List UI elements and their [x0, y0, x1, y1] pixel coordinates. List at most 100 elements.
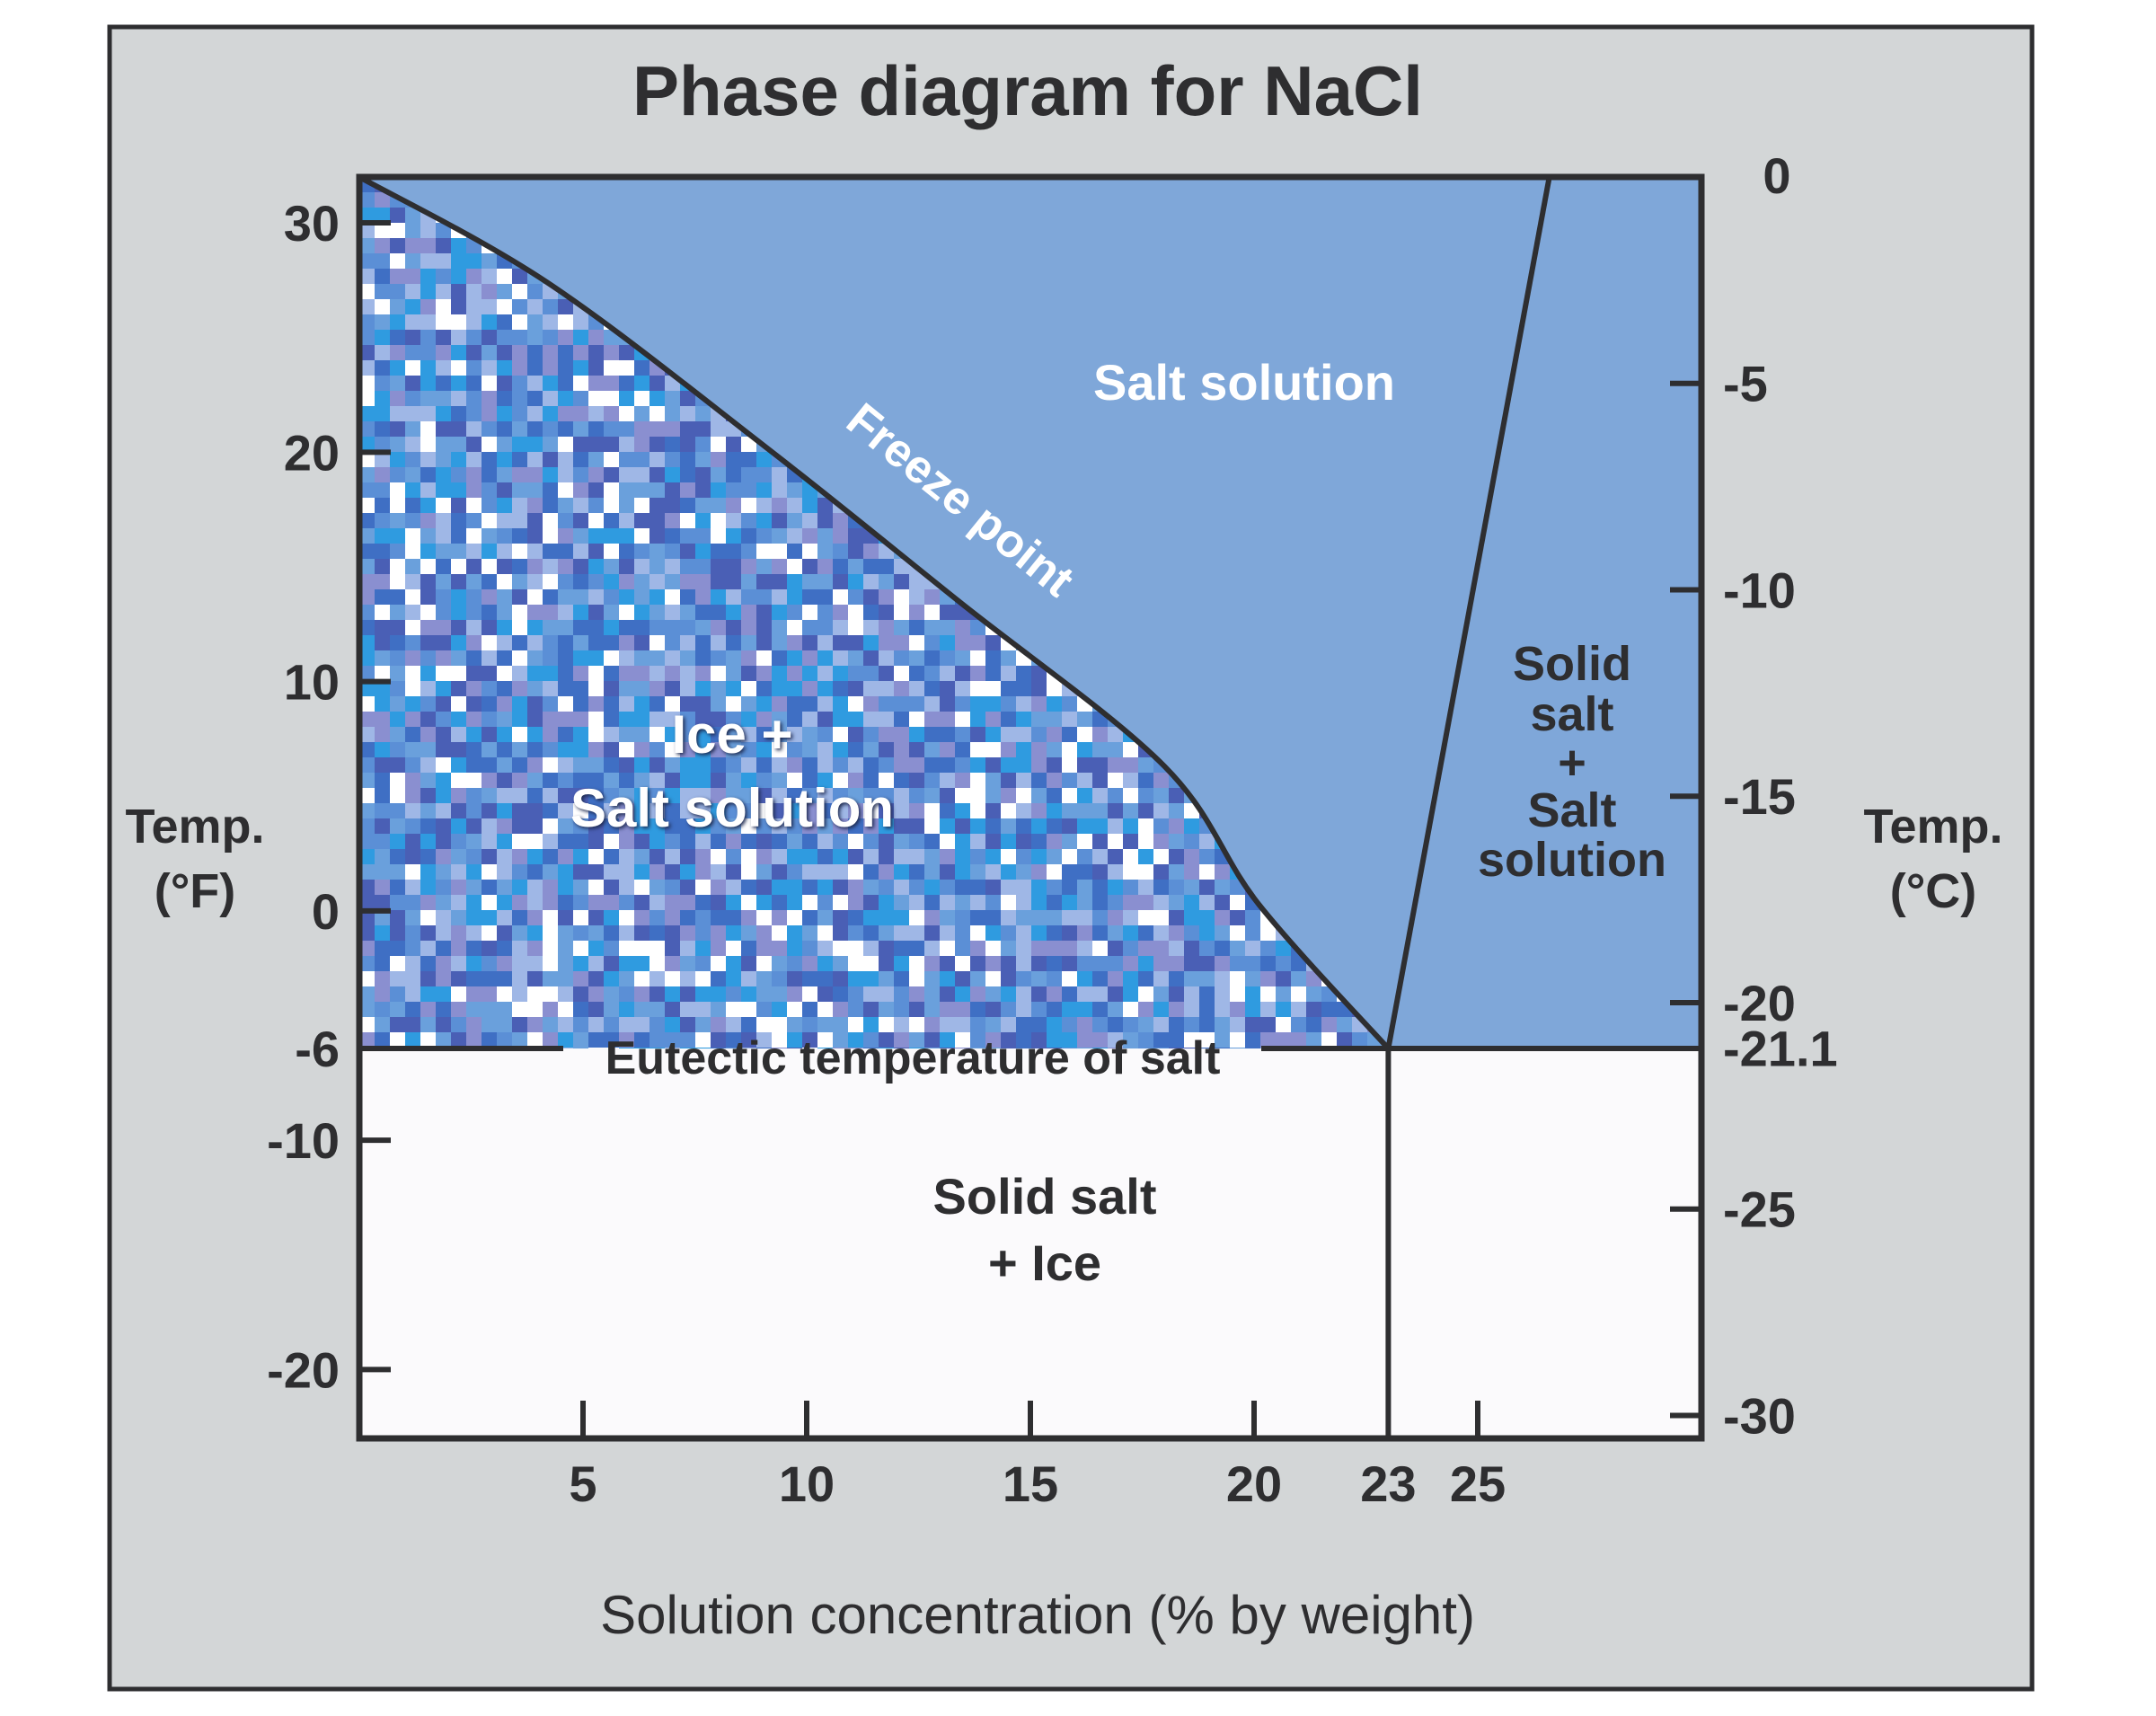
ice-texture-cell	[985, 635, 1002, 651]
ice-texture-cell	[573, 498, 589, 514]
ice-texture-cell	[1215, 880, 1231, 896]
ice-texture-cell	[726, 559, 742, 575]
ice-texture-cell	[1031, 818, 1047, 835]
ice-texture-cell	[894, 650, 910, 667]
ice-texture-cell	[420, 467, 437, 483]
ice-texture-cell	[924, 696, 941, 712]
ice-texture-cell	[619, 712, 635, 728]
ice-texture-cell	[787, 605, 803, 621]
ice-texture-cell	[909, 971, 925, 987]
ice-texture-cell	[573, 544, 589, 560]
ice-texture-cell	[1260, 1002, 1277, 1018]
ice-texture-cell	[482, 421, 498, 438]
ice-texture-cell	[1260, 925, 1277, 942]
ice-texture-cell	[863, 605, 879, 621]
ice-texture-cell	[955, 650, 971, 667]
ice-texture-cell	[940, 666, 956, 682]
ice-texture-cell	[1306, 1017, 1322, 1033]
ice-texture-cell	[802, 925, 818, 942]
ice-texture-cell	[420, 1032, 437, 1048]
ice-texture-cell	[695, 803, 711, 819]
ice-texture-cell	[741, 849, 757, 865]
ice-texture-cell	[817, 727, 834, 743]
ice-texture-cell	[390, 253, 406, 270]
ice-texture-cell	[756, 681, 773, 697]
ice-texture-cell	[1199, 1048, 1215, 1049]
ice-texture-cell	[985, 788, 1002, 804]
ice-texture-cell	[482, 849, 498, 865]
ice-texture-cell	[543, 696, 559, 712]
ice-texture-cell	[359, 727, 376, 743]
ice-texture-cell	[420, 559, 437, 575]
ice-texture-cell	[497, 528, 513, 544]
ice-texture-cell	[772, 971, 788, 987]
ice-texture-cell	[482, 880, 498, 896]
ice-texture-cell	[1153, 895, 1170, 911]
ice-texture-cell	[405, 620, 421, 636]
ice-texture-cell	[726, 834, 742, 850]
ice-texture-cell	[604, 1032, 620, 1048]
ice-texture-cell	[695, 956, 711, 972]
ice-texture-cell	[1047, 895, 1063, 911]
ice-texture-cell	[466, 864, 482, 880]
ice-texture-cell	[359, 376, 376, 392]
ice-texture-cell	[1123, 880, 1139, 896]
ice-texture-cell	[482, 345, 498, 361]
ice-texture-cell	[405, 574, 421, 590]
ice-texture-cell	[772, 528, 788, 544]
ice-texture-cell	[359, 574, 376, 590]
ice-texture-cell	[634, 986, 650, 1003]
ice-texture-cell	[802, 849, 818, 865]
ice-texture-cell	[466, 1002, 482, 1018]
ice-texture-cell	[1062, 895, 1078, 911]
ice-texture-cell	[436, 834, 452, 850]
ice-texture-cell	[497, 650, 513, 667]
ice-texture-cell	[1184, 1017, 1200, 1033]
ice-texture-cell	[1031, 1048, 1047, 1049]
ice-texture-cell	[741, 895, 757, 911]
ice-texture-cell	[405, 589, 421, 606]
ice-texture-cell	[787, 559, 803, 575]
ice-texture-cell	[619, 1032, 635, 1048]
ice-texture-cell	[405, 452, 421, 468]
ice-texture-cell	[558, 986, 574, 1003]
ice-texture-cell	[405, 788, 421, 804]
ice-texture-cell	[649, 895, 666, 911]
ice-texture-cell	[359, 803, 376, 819]
ice-texture-cell	[619, 788, 635, 804]
ice-texture-cell	[558, 620, 574, 636]
ice-texture-cell	[558, 330, 574, 346]
ice-texture-cell	[1153, 1017, 1170, 1033]
ice-texture-cell	[833, 528, 849, 544]
ice-texture-cell	[482, 773, 498, 789]
ice-texture-cell	[482, 971, 498, 987]
ice-texture-cell	[1031, 1017, 1047, 1033]
ice-texture-cell	[436, 498, 452, 514]
ice-texture-cell	[375, 1002, 391, 1018]
ice-texture-cell	[634, 650, 650, 667]
ice-texture-cell	[619, 421, 635, 438]
ice-texture-cell	[1047, 925, 1063, 942]
ice-texture-cell	[482, 360, 498, 376]
ice-texture-cell	[787, 635, 803, 651]
ice-texture-cell	[665, 421, 681, 438]
ice-texture-cell	[451, 712, 467, 728]
ice-texture-cell	[1031, 971, 1047, 987]
ice-texture-cell	[497, 314, 513, 331]
ice-texture-cell	[420, 314, 437, 331]
ice-texture-cell	[879, 803, 895, 819]
ice-texture-cell	[848, 895, 864, 911]
ice-texture-cell	[604, 849, 620, 865]
ice-texture-cell	[802, 650, 818, 667]
ice-texture-cell	[527, 437, 543, 453]
ice-texture-cell	[466, 773, 482, 789]
ice-texture-cell	[497, 360, 513, 376]
ice-texture-cell	[894, 605, 910, 621]
ice-texture-cell	[955, 818, 971, 835]
ice-texture-cell	[405, 314, 421, 331]
ice-texture-cell	[451, 345, 467, 361]
ice-texture-cell	[863, 864, 879, 880]
ice-texture-cell	[1031, 1032, 1047, 1048]
ice-texture-cell	[970, 788, 986, 804]
ice-texture-cell	[1245, 956, 1261, 972]
